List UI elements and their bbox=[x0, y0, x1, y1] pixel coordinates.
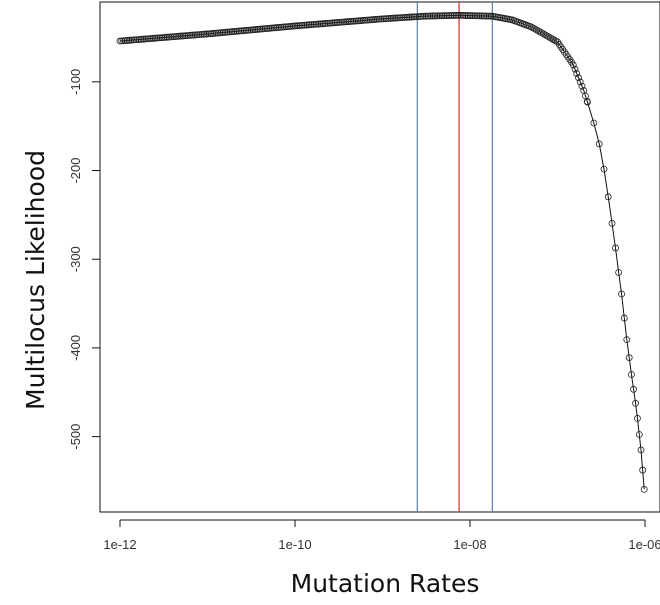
data-point bbox=[463, 12, 470, 19]
data-point bbox=[628, 371, 635, 378]
data-point bbox=[545, 33, 553, 41]
likelihood-series bbox=[116, 11, 648, 493]
data-point bbox=[424, 12, 432, 20]
data-point bbox=[475, 12, 483, 20]
data-point bbox=[422, 12, 430, 20]
data-point bbox=[625, 354, 633, 361]
data-point bbox=[527, 23, 535, 31]
data-point bbox=[632, 399, 639, 407]
data-point bbox=[431, 12, 439, 20]
data-point bbox=[538, 29, 546, 37]
data-point bbox=[442, 12, 449, 20]
data-point bbox=[569, 61, 577, 69]
data-point bbox=[620, 314, 628, 322]
data-point bbox=[640, 485, 648, 493]
x-tick-label: 1e-08 bbox=[453, 537, 486, 552]
y-tick-label: -100 bbox=[68, 69, 83, 95]
data-point bbox=[608, 219, 616, 227]
data-point bbox=[547, 34, 554, 42]
y-tick-label: -400 bbox=[68, 335, 83, 361]
data-point bbox=[531, 25, 539, 33]
data-point bbox=[612, 244, 619, 252]
data-point bbox=[615, 269, 623, 276]
data-point bbox=[529, 24, 537, 32]
data-point bbox=[436, 12, 444, 20]
data-point bbox=[635, 431, 643, 438]
data-point bbox=[536, 28, 544, 36]
data-point bbox=[637, 446, 645, 454]
data-point bbox=[449, 12, 456, 19]
data-point bbox=[456, 11, 463, 19]
data-point bbox=[552, 37, 560, 45]
data-point bbox=[457, 11, 465, 19]
data-point bbox=[550, 36, 558, 44]
data-point bbox=[480, 12, 488, 20]
data-point bbox=[571, 65, 579, 73]
data-point bbox=[473, 12, 481, 20]
data-point bbox=[447, 12, 455, 19]
data-point bbox=[471, 12, 479, 20]
data-point bbox=[445, 12, 453, 19]
data-point bbox=[639, 466, 647, 474]
data-point bbox=[576, 78, 584, 86]
data-point bbox=[438, 12, 446, 20]
data-point bbox=[618, 290, 625, 298]
x-axis-title: Mutation Rates bbox=[291, 569, 480, 598]
data-point bbox=[459, 12, 467, 19]
y-tick-label: -300 bbox=[68, 246, 83, 272]
data-point bbox=[630, 385, 637, 393]
data-point bbox=[429, 12, 437, 20]
x-axis: 1e-12 1e-10 1e-08 1e-06 bbox=[103, 519, 660, 552]
x-tick-label: 1e-06 bbox=[628, 537, 660, 552]
data-point bbox=[623, 336, 631, 344]
data-point bbox=[421, 12, 428, 20]
data-point bbox=[482, 12, 490, 20]
y-tick-label: -200 bbox=[68, 158, 83, 184]
data-point bbox=[452, 11, 460, 19]
y-axis-title: Multilocus Likelihood bbox=[21, 150, 50, 410]
data-point bbox=[604, 193, 612, 201]
data-point bbox=[478, 12, 486, 20]
data-point bbox=[454, 11, 462, 19]
data-point bbox=[543, 32, 551, 40]
data-point bbox=[578, 82, 586, 90]
x-tick-label: 1e-12 bbox=[103, 537, 136, 552]
data-point bbox=[440, 12, 448, 20]
data-point bbox=[584, 98, 591, 106]
data-point bbox=[435, 12, 442, 20]
data-point bbox=[595, 140, 603, 148]
x-tick-label: 1e-10 bbox=[278, 537, 311, 552]
data-point bbox=[575, 74, 582, 82]
data-point bbox=[468, 12, 476, 20]
data-point bbox=[470, 12, 477, 20]
y-axis: -100 -200 -300 -400 -500 bbox=[68, 69, 101, 450]
data-point bbox=[548, 35, 556, 43]
y-tick-label: -500 bbox=[68, 424, 83, 450]
data-point bbox=[540, 30, 547, 38]
data-point bbox=[426, 12, 434, 20]
data-point bbox=[477, 12, 484, 20]
series-line bbox=[119, 14, 645, 490]
data-point bbox=[443, 12, 451, 20]
reference-lines bbox=[416, 2, 493, 512]
data-point bbox=[484, 12, 491, 20]
data-point bbox=[590, 119, 598, 127]
data-point bbox=[485, 12, 493, 20]
data-point bbox=[428, 12, 435, 20]
data-point bbox=[464, 12, 472, 19]
data-point bbox=[461, 12, 469, 19]
data-point bbox=[573, 70, 581, 77]
data-point bbox=[533, 26, 540, 34]
data-point bbox=[634, 414, 641, 422]
data-point bbox=[433, 12, 441, 20]
data-point bbox=[600, 165, 608, 173]
data-point bbox=[534, 27, 542, 35]
data-point bbox=[466, 12, 474, 20]
data-point bbox=[541, 31, 549, 39]
data-point bbox=[450, 12, 458, 19]
